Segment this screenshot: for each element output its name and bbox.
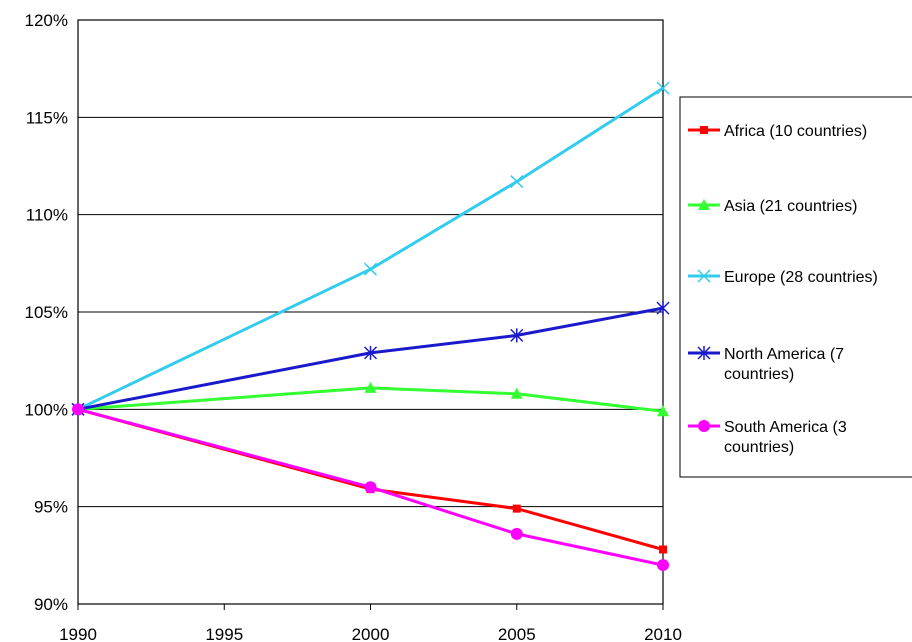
- axis-labels: 90% 95% 100% 105% 110% 115% 120% 1990 1995 2000 20…: [25, 11, 682, 642]
- series-group: [72, 381, 669, 417]
- data-point: [510, 175, 524, 189]
- x-tick-label: 1995: [205, 625, 243, 642]
- series-line: [77, 407, 664, 567]
- y-tick-label: 115%: [26, 108, 68, 127]
- marker-shape: [364, 481, 377, 494]
- data-point: [364, 381, 377, 393]
- y-tick-label: 95%: [34, 498, 68, 517]
- x-tick-label: 2005: [498, 625, 536, 642]
- legend-label: Asia (21 countries): [724, 198, 857, 215]
- marker-shape: [363, 345, 378, 360]
- legend-swatch-marker: [698, 199, 710, 210]
- legend-label: North America (7: [724, 346, 844, 363]
- data-point: [363, 345, 378, 360]
- y-tick-label: 110%: [26, 206, 68, 225]
- marker-shape: [510, 527, 523, 540]
- marker-shape: [363, 262, 378, 276]
- y-tick-label: 105%: [25, 303, 68, 322]
- series-line: [77, 306, 664, 411]
- marker-shape: [657, 559, 669, 572]
- data-point: [657, 405, 669, 417]
- marker-shape: [656, 81, 670, 95]
- data-point: [510, 328, 524, 343]
- legend-swatch-marker: [698, 420, 710, 432]
- legend-item: Asia (21 countries): [688, 198, 857, 215]
- legend-label: Europe (28 countries): [724, 269, 878, 286]
- legend-swatch-marker: [697, 269, 711, 283]
- series-layer: [71, 81, 670, 572]
- marker-shape: [698, 199, 710, 210]
- series-line: [77, 86, 664, 411]
- data-point: [657, 559, 669, 572]
- marker-shape: [510, 328, 524, 343]
- x-tick-label: 1990: [59, 625, 97, 642]
- y-tick-label: 90%: [34, 595, 68, 614]
- marker-shape: [510, 175, 524, 189]
- legend-item: Africa (10 countries): [688, 123, 867, 140]
- data-point: [72, 403, 84, 416]
- legend: Africa (10 countries) Asia (21 countries)…: [679, 96, 912, 478]
- series-group: [71, 301, 670, 417]
- data-point: [656, 81, 670, 95]
- marker-shape: [697, 346, 711, 360]
- marker-shape: [72, 403, 84, 416]
- data-point: [510, 387, 523, 399]
- data-point: [656, 301, 670, 316]
- data-point: [364, 481, 377, 494]
- series-group: [72, 403, 669, 572]
- legend-swatch-marker: [700, 126, 708, 134]
- grid-layer: [78, 116, 663, 508]
- series-group: [71, 81, 670, 416]
- marker-shape: [510, 387, 523, 399]
- legend-label: Africa (10 countries): [724, 123, 867, 140]
- data-point: [510, 527, 523, 540]
- marker-shape: [698, 420, 710, 432]
- marker-shape: [700, 126, 708, 134]
- legend-label: South America (3: [724, 419, 847, 436]
- legend-label: countries): [724, 366, 794, 383]
- series-group: [74, 405, 667, 554]
- legend-item: North America (7 countries): [688, 346, 844, 383]
- legend-item: Europe (28 countries): [688, 269, 878, 286]
- series-line: [77, 407, 664, 551]
- x-tick-label: 2010: [644, 625, 682, 642]
- legend-item: South America (3 countries): [688, 419, 847, 456]
- x-tick-label: 2000: [352, 625, 390, 642]
- legend-box: [679, 96, 912, 478]
- marker-shape: [659, 545, 667, 554]
- series-line: [77, 386, 664, 413]
- marker-shape: [512, 504, 521, 513]
- y-tick-label: 100%: [25, 400, 68, 419]
- legend-swatch-marker: [697, 346, 711, 360]
- data-point: [659, 545, 667, 554]
- marker-shape: [657, 405, 669, 417]
- data-point: [512, 504, 521, 513]
- marker-shape: [697, 269, 711, 283]
- y-tick-label: 120%: [25, 11, 68, 30]
- legend-label: countries): [724, 439, 794, 456]
- marker-shape: [656, 301, 670, 316]
- marker-shape: [364, 381, 377, 393]
- data-point: [363, 262, 378, 276]
